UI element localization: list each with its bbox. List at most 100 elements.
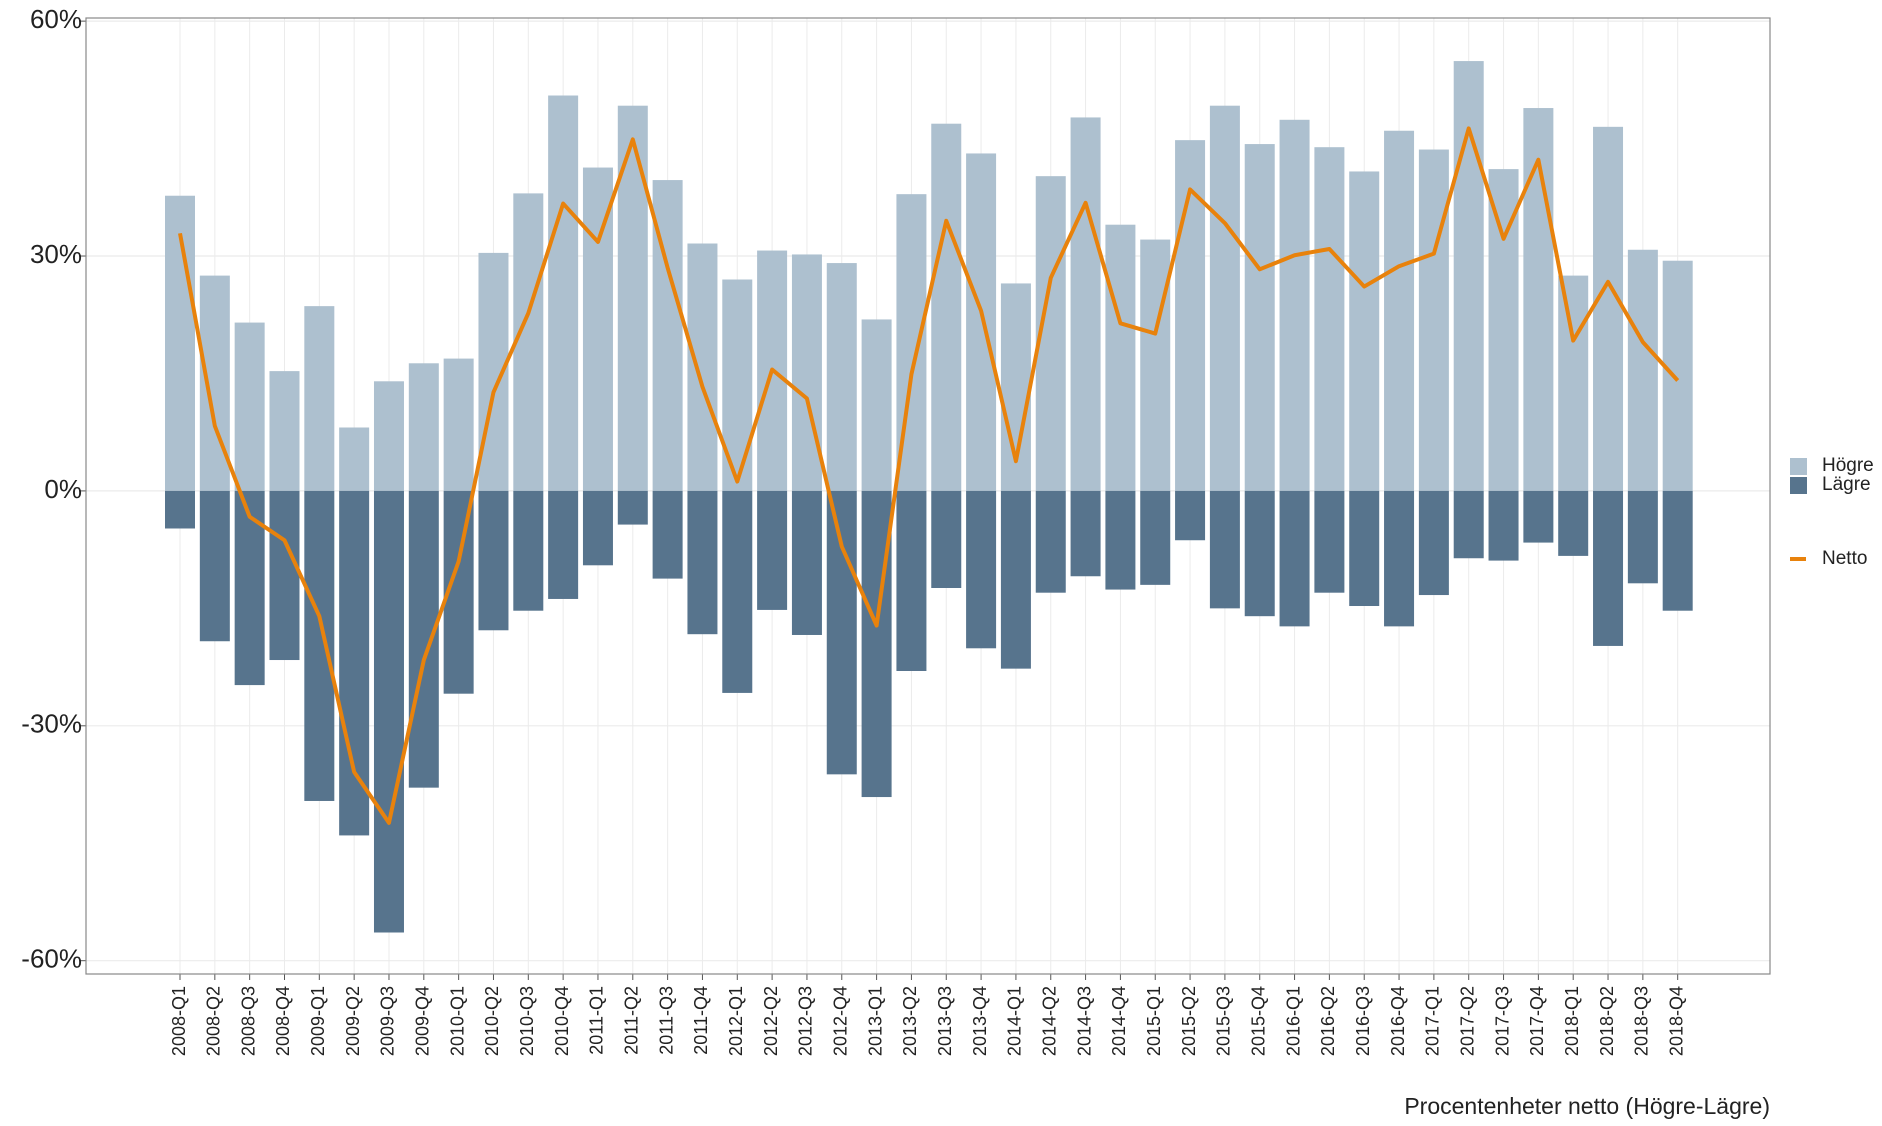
bar <box>304 306 335 491</box>
bar <box>1418 490 1449 596</box>
x-tick-label: 2018-Q4 <box>1666 986 1686 1056</box>
bar <box>582 167 613 491</box>
x-tick-label: 2016-Q4 <box>1388 986 1408 1056</box>
x-tick-label: 2009-Q4 <box>413 986 433 1056</box>
bar <box>722 279 753 491</box>
x-tick-label: 2008-Q1 <box>169 986 189 1056</box>
x-tick-label: 2010-Q4 <box>552 986 572 1056</box>
bar <box>1140 490 1171 585</box>
x-tick-label: 2013-Q1 <box>865 986 885 1056</box>
bar <box>1662 490 1693 611</box>
x-tick-label: 2014-Q3 <box>1074 986 1094 1056</box>
bar <box>1627 249 1658 491</box>
legend-key <box>1790 458 1807 475</box>
bar <box>234 490 265 686</box>
bar <box>339 490 370 836</box>
bar <box>687 490 718 635</box>
bar <box>165 195 195 491</box>
bar <box>1175 490 1206 541</box>
x-tick-label: 2011-Q1 <box>587 986 607 1055</box>
bar <box>165 490 195 529</box>
bar <box>1000 490 1031 669</box>
bar <box>1070 490 1101 577</box>
bar <box>1662 260 1693 491</box>
x-tick-label: 2011-Q3 <box>656 986 676 1055</box>
bar <box>1558 275 1589 491</box>
bar <box>826 490 857 775</box>
x-tick-label: 2010-Q3 <box>517 986 537 1056</box>
bar <box>234 322 265 491</box>
bar <box>1384 130 1415 491</box>
x-tick-label: 2016-Q2 <box>1318 986 1338 1056</box>
bar <box>304 490 335 801</box>
x-tick-label: 2014-Q4 <box>1109 986 1129 1056</box>
legend-key <box>1790 477 1807 494</box>
x-tick-label: 2008-Q3 <box>238 986 258 1056</box>
bar <box>1349 171 1380 491</box>
bar <box>513 490 544 611</box>
bar <box>199 490 230 642</box>
bar <box>966 153 997 491</box>
x-tick-label: 2008-Q2 <box>204 986 224 1056</box>
bar <box>1105 490 1136 590</box>
bar <box>1209 490 1240 609</box>
x-tick-label: 2012-Q1 <box>726 986 746 1056</box>
x-tick-label: 2012-Q2 <box>761 986 781 1056</box>
netto-line <box>178 126 1680 825</box>
bar <box>1070 117 1101 491</box>
bar <box>408 490 439 788</box>
bar <box>966 490 997 649</box>
x-tick-label: 2015-Q4 <box>1248 986 1268 1056</box>
bar <box>861 319 892 491</box>
bar <box>1523 490 1554 543</box>
bar <box>1488 169 1519 491</box>
bar <box>791 490 822 635</box>
bar <box>1105 224 1136 491</box>
bar <box>1488 490 1519 561</box>
bar <box>582 490 613 566</box>
x-tick-label: 2010-Q2 <box>482 986 502 1056</box>
bar <box>373 381 404 491</box>
x-tick-label: 2013-Q4 <box>970 986 990 1056</box>
bar <box>687 243 718 491</box>
bar <box>1418 149 1449 491</box>
bar <box>931 123 962 491</box>
x-tick-label: 2016-Q3 <box>1353 986 1373 1056</box>
x-tick-label: 2015-Q2 <box>1179 986 1199 1056</box>
y-tick-label: -30% <box>21 709 82 739</box>
legend-label: Lägre <box>1822 474 1871 495</box>
x-tick-label: 2011-Q4 <box>691 986 711 1055</box>
x-tick-label: 2018-Q1 <box>1562 986 1582 1056</box>
bar <box>548 95 579 491</box>
x-tick-label: 2015-Q1 <box>1144 986 1164 1056</box>
x-tick-label: 2008-Q4 <box>273 986 293 1056</box>
x-tick-label: 2017-Q2 <box>1457 986 1477 1056</box>
bar <box>548 490 579 599</box>
bar <box>1453 490 1484 559</box>
bar <box>269 371 300 491</box>
bar <box>408 363 439 491</box>
x-tick-label: 2015-Q3 <box>1214 986 1234 1056</box>
legend-label: Högre <box>1822 455 1874 476</box>
caption: Procentenheter netto (Högre-Lägre) <box>1404 1093 1770 1119</box>
x-tick-label: 2018-Q3 <box>1632 986 1652 1056</box>
y-tick-label: 60% <box>30 4 82 34</box>
y-tick-label: -60% <box>21 944 82 974</box>
bar <box>1384 490 1415 627</box>
bar <box>652 490 683 579</box>
bar <box>1558 490 1589 556</box>
x-tick-label: 2009-Q3 <box>378 986 398 1056</box>
x-tick-label: 2018-Q2 <box>1597 986 1617 1056</box>
x-tick-label: 2014-Q2 <box>1040 986 1060 1056</box>
x-tick-label: 2012-Q4 <box>831 986 851 1056</box>
bar <box>1279 490 1310 627</box>
x-tick-label: 2014-Q1 <box>1005 986 1025 1056</box>
y-tick-label: 30% <box>30 239 82 269</box>
bar <box>513 193 544 491</box>
bar <box>896 490 927 671</box>
bar <box>757 490 788 610</box>
x-tick-label: 2017-Q3 <box>1492 986 1512 1056</box>
bar <box>1209 105 1240 491</box>
bar <box>617 105 648 491</box>
